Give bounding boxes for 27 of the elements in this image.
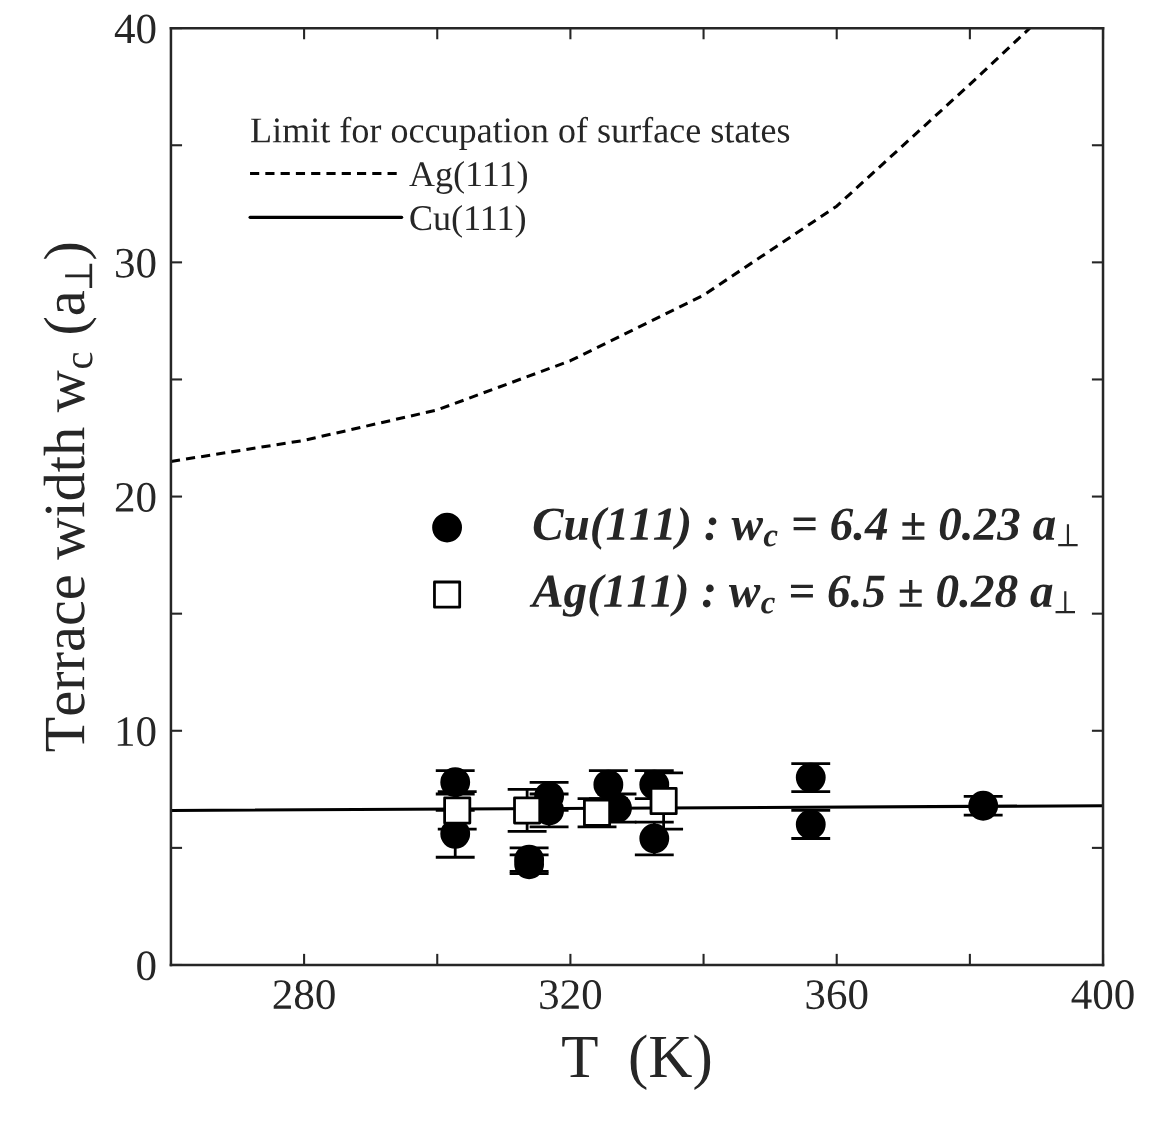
point [593, 769, 624, 800]
point [639, 823, 670, 854]
point [583, 798, 612, 827]
line-series [170, 28, 1032, 463]
point [795, 762, 826, 793]
x-tick-label: 360 [806, 980, 868, 1010]
x-tick-label: 280 [273, 980, 335, 1010]
y-tick-label: 40 [114, 14, 156, 44]
legend-title: Limit for occupation of surface states [251, 116, 790, 150]
point [649, 787, 678, 816]
y-axis-title: Terrace width w$_{c}$ (a$_{⊥}$) [43, 243, 97, 752]
x-tick-label: 320 [540, 980, 602, 1010]
point [795, 809, 826, 840]
point [513, 796, 542, 825]
y-tick-label: 30 [116, 248, 156, 278]
legend-label: Cu(111) : w$_{c}$ = 6.4 ± 0.23 a$_{⊥}$ [533, 506, 1078, 550]
y-tick-label: 20 [115, 482, 156, 512]
legend-label: Cu(111) [410, 204, 525, 238]
legend-label: Ag(111) [409, 161, 527, 194]
y-tick-label: 10 [117, 717, 156, 747]
point [968, 790, 999, 821]
point [443, 796, 472, 825]
y-tick-label: 0 [137, 951, 156, 981]
point [440, 767, 471, 798]
x-tick-label: 400 [1071, 980, 1134, 1010]
legend-label: Ag(111) : w$_{c}$ = 6.5 ± 0.28 a$_{⊥}$ [529, 573, 1076, 617]
x-axis-title: T (K) [562, 1034, 711, 1090]
